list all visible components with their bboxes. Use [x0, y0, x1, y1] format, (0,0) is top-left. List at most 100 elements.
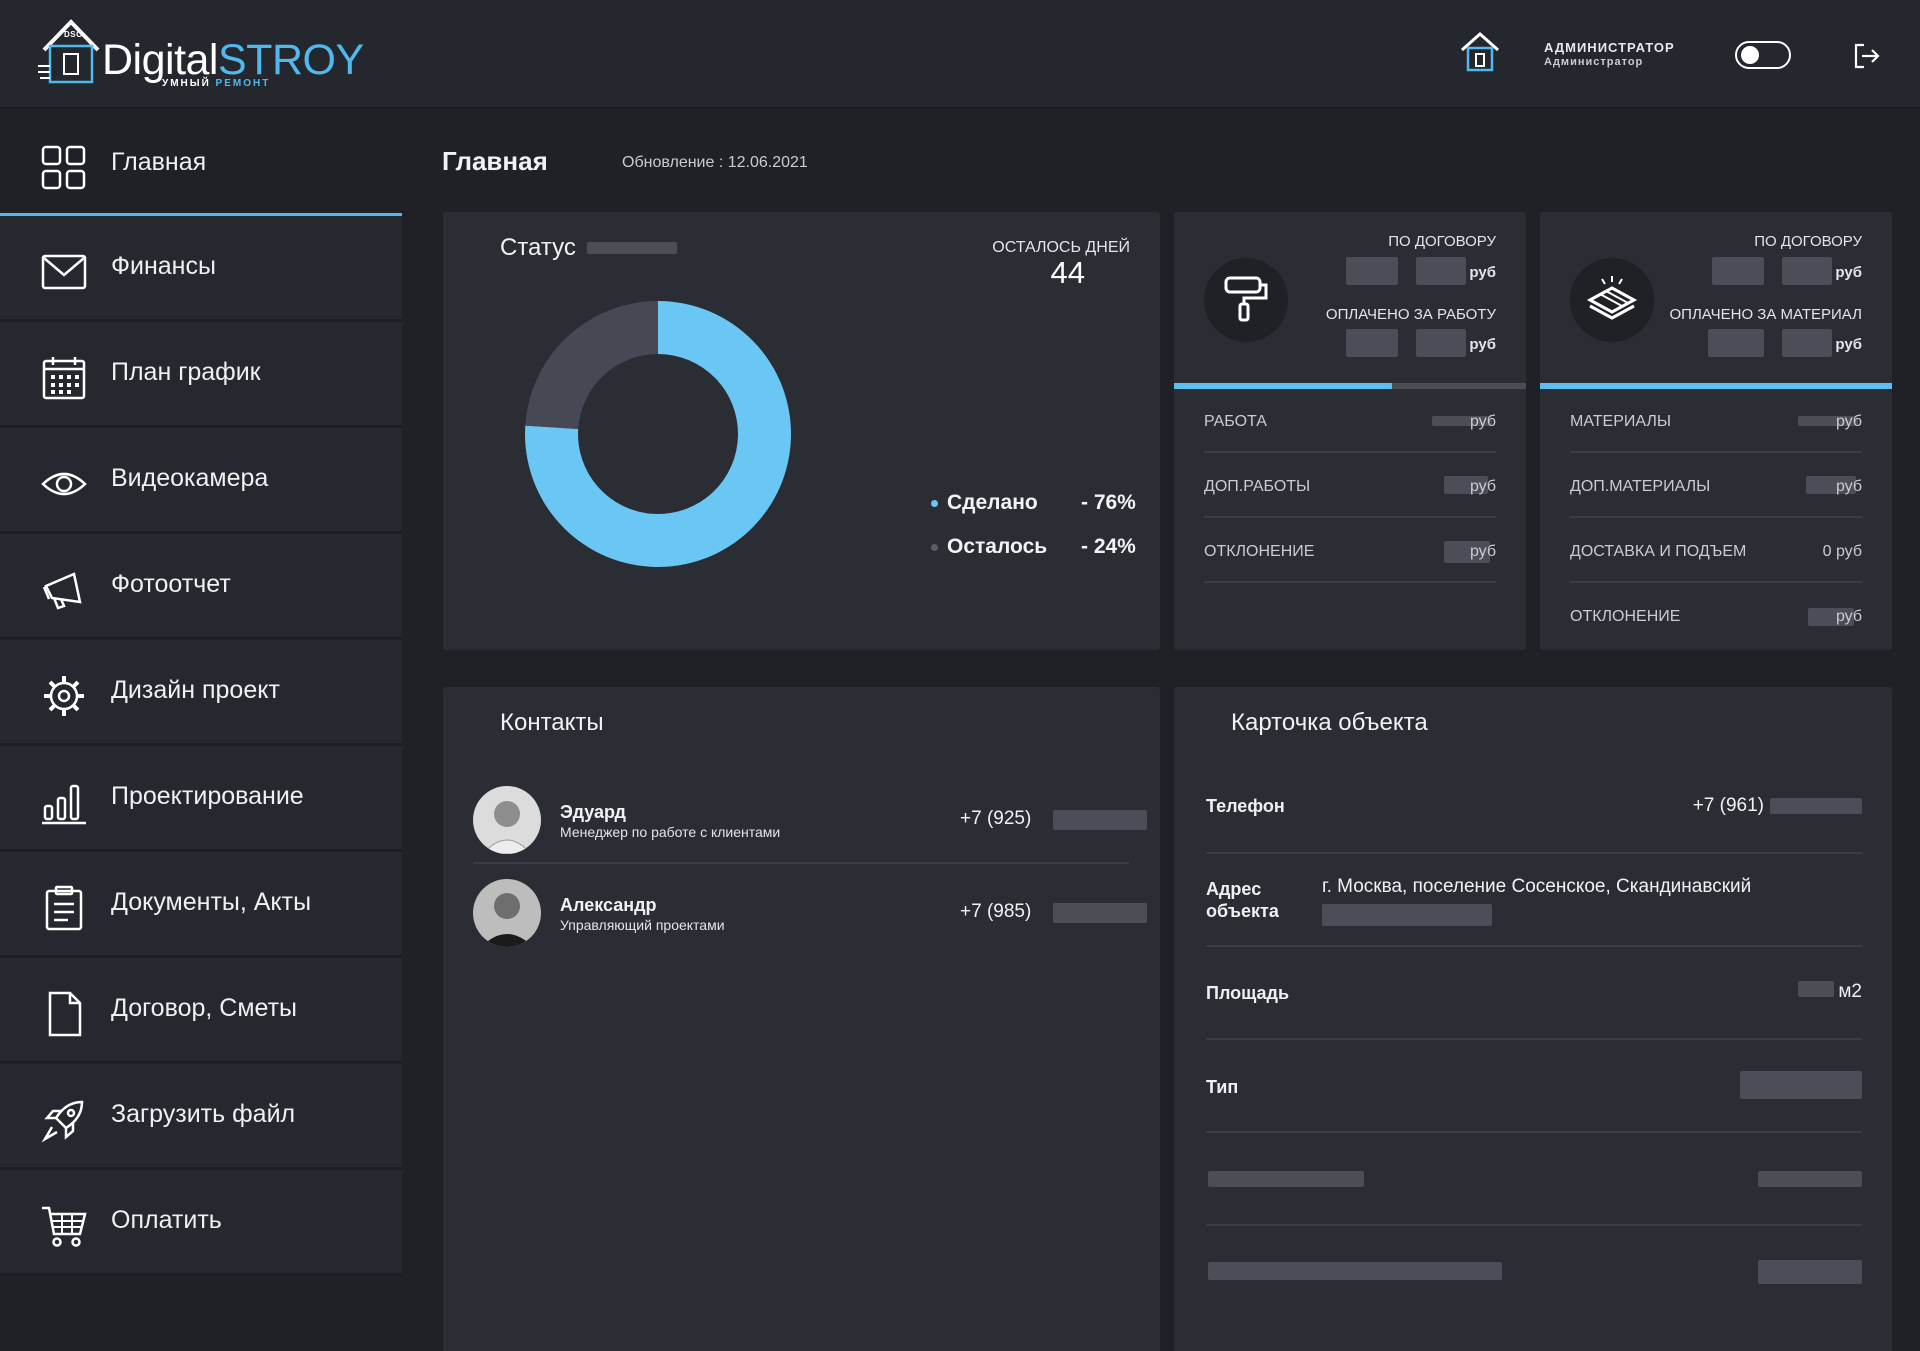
contact-phone[interactable]: +7 (925) [960, 808, 1032, 829]
redacted-value [1053, 810, 1147, 830]
redacted-value [1740, 1071, 1862, 1099]
object-area-label: Площадь [1206, 983, 1290, 1003]
work-row-label: ДОП.РАБОТЫ [1204, 478, 1311, 495]
avatar-person-icon [473, 879, 541, 947]
contacts-title: Контакты [500, 709, 604, 736]
work-row: РАБОТА руб [1204, 389, 1496, 453]
contact-name: Эдуард [560, 802, 626, 822]
avatar [473, 786, 541, 854]
update-date: Обновление : 12.06.2021 [622, 154, 808, 171]
object-address-label: Адрес объекта [1206, 878, 1279, 922]
object-type-row: Тип [1206, 1040, 1862, 1133]
legend-done-pct: - 76% [1081, 491, 1136, 514]
status-title: Статус [500, 234, 576, 261]
object-phone-label: Телефон [1206, 796, 1285, 816]
sidebar-item-contracts[interactable]: Договор, Сметы [0, 958, 402, 1064]
redacted-value [1712, 257, 1764, 285]
file-icon [48, 991, 82, 1037]
object-phone-value: +7 (961) [1692, 795, 1764, 816]
legend-dot-left [931, 543, 938, 551]
logo-digital: Digital [102, 36, 219, 84]
sidebar-item-label: Финансы [111, 252, 216, 280]
redacted-value [1770, 798, 1862, 814]
object-area-row: Площадь м2 [1206, 947, 1862, 1040]
contact-phone[interactable]: +7 (985) [960, 901, 1032, 922]
contact-item[interactable]: Александр Управляющий проектами +7 (985) [473, 865, 1147, 957]
redacted-value [1444, 541, 1490, 563]
sidebar-item-label: Загрузить файл [111, 1100, 296, 1128]
clipboard-icon [45, 885, 83, 931]
avatar [473, 879, 541, 947]
logout-icon[interactable] [1850, 40, 1882, 72]
legend-done-label: Сделано [947, 491, 1038, 514]
top-header: DSC DigitalSTROY УМНЫЙ РЕМОНТ АДМИНИСТРА… [0, 0, 1920, 108]
work-contract-label: ПО ДОГОВОРУ [1388, 233, 1496, 250]
sidebar-item-upload[interactable]: Загрузить файл [0, 1064, 402, 1170]
megaphone-icon [42, 572, 82, 610]
sidebar-item-label: Документы, Акты [111, 888, 312, 916]
materials-row: ОТКЛОНЕНИЕ руб [1570, 584, 1862, 648]
object-type-label: Тип [1206, 1077, 1239, 1097]
user-role: АДМИНИСТРАТОР [1544, 40, 1675, 55]
logo-text: DigitalSTROY [102, 36, 364, 85]
materials-paid-label: ОПЛАЧЕНО ЗА МАТЕРИАЛ [1669, 306, 1863, 323]
redacted-value [1432, 416, 1492, 426]
work-row-label: ОТКЛОНЕНИЕ [1204, 543, 1315, 560]
toggle-knob [1741, 46, 1759, 64]
sidebar-item-label: Договор, Сметы [111, 994, 298, 1022]
materials-icon [1586, 276, 1638, 320]
sidebar-item-home[interactable]: Главная [0, 112, 402, 216]
logo-sub-b: РЕМОНТ [215, 78, 271, 89]
user-info[interactable]: АДМИНИСТРАТОР Администратор [1544, 40, 1675, 68]
work-row: ДОП.РАБОТЫ руб [1204, 454, 1496, 518]
redacted-value [1758, 1171, 1862, 1187]
work-row-value: руб [1469, 413, 1496, 430]
status-card: Статус ОСТАЛОСЬ ДНЕЙ 44 Сделано - 76% Ос… [443, 212, 1160, 650]
days-left-value: 44 [1050, 255, 1085, 290]
sidebar-item-label: Фотоотчет [111, 570, 231, 598]
legend-left: Осталось - 24% [931, 535, 1136, 559]
sidebar-item-camera[interactable]: Видеокамера [0, 428, 402, 534]
logo[interactable]: DSC DigitalSTROY УМНЫЙ РЕМОНТ [38, 16, 368, 96]
materials-row-value: руб [1835, 608, 1862, 625]
sidebar-item-documents[interactable]: Документы, Акты [0, 852, 402, 958]
redacted-value [1322, 904, 1492, 926]
paint-roller-icon [1224, 276, 1268, 322]
logo-stroy: STROY [218, 36, 364, 84]
work-row-value: руб [1469, 543, 1496, 560]
status-donut-chart [525, 301, 791, 567]
sidebar-item-finance[interactable]: Финансы [0, 216, 402, 322]
rocket-icon [41, 1100, 84, 1143]
redacted-value [1416, 257, 1466, 285]
sidebar-item-design-project[interactable]: Дизайн проект [0, 640, 402, 746]
legend-dot-done [931, 499, 938, 507]
redacted-value [1416, 329, 1466, 357]
donut-slice-left [525, 301, 658, 429]
redacted-value [1806, 476, 1856, 494]
dashboard-icon [41, 145, 86, 190]
redacted-value [1782, 329, 1832, 357]
contact-item[interactable]: Эдуард Менеджер по работе с клиентами +7… [473, 772, 1147, 864]
materials-row-value: 0 руб [1822, 543, 1862, 560]
gear-icon [44, 676, 84, 716]
theme-toggle[interactable] [1735, 41, 1791, 69]
sidebar-item-photo-report[interactable]: Фотоотчет [0, 534, 402, 640]
materials-row-label: МАТЕРИАЛЫ [1570, 413, 1672, 430]
materials-contract-rub: руб [1835, 264, 1862, 281]
days-left-label: ОСТАЛОСЬ ДНЕЙ [992, 239, 1130, 256]
work-progress-bar [1174, 383, 1526, 389]
work-contract-rub: руб [1469, 264, 1496, 281]
object-card: Карточка объекта Телефон +7 (961) Адрес о… [1174, 687, 1892, 1351]
avatar-person-icon [473, 786, 541, 854]
logo-house-icon [38, 19, 100, 84]
object-address-label-1: Адрес [1206, 879, 1262, 899]
house-icon[interactable] [1458, 30, 1502, 74]
redacted-value [587, 242, 677, 254]
eye-icon [41, 472, 87, 496]
sidebar-item-label: Дизайн проект [111, 676, 280, 704]
sidebar-item-schedule[interactable]: План график [0, 322, 402, 428]
sidebar-item-pay[interactable]: Оплатить [0, 1170, 402, 1276]
work-paid-rub: руб [1469, 336, 1496, 353]
sidebar-item-engineering[interactable]: Проектирование [0, 746, 402, 852]
object-phone-row: Телефон +7 (961) [1206, 762, 1862, 854]
